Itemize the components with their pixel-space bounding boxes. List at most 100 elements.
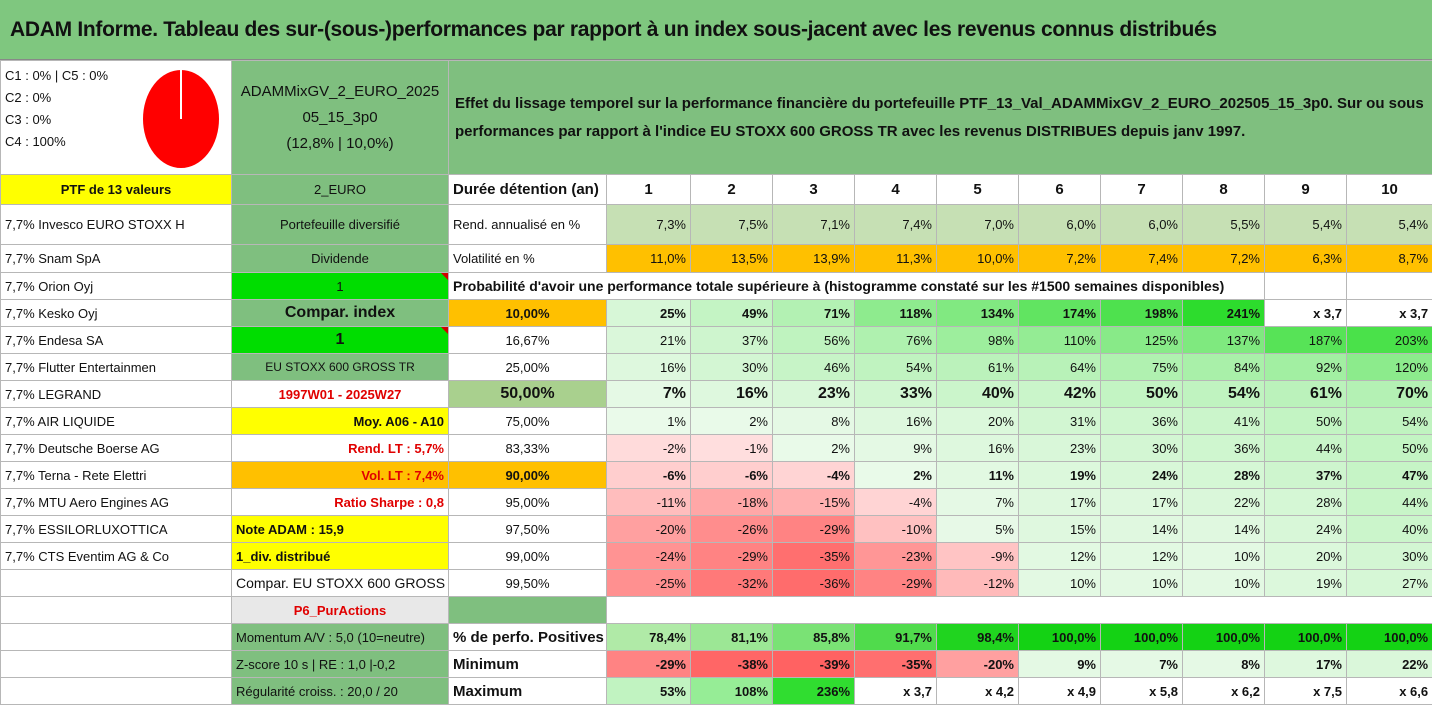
value-cell: 100,0% <box>1182 623 1265 651</box>
value-cell: 92% <box>1264 353 1347 381</box>
year-header: 8 <box>1182 174 1265 205</box>
probability-level: 97,50% <box>448 515 607 543</box>
value-cell: 23% <box>1018 434 1101 462</box>
empty-cell <box>0 596 232 624</box>
value-cell: 75% <box>1100 353 1183 381</box>
value-cell: 70% <box>1345 380 1432 408</box>
moy-label: Moy. A06 - A10 <box>231 407 449 435</box>
empty-cell <box>0 677 232 705</box>
empty-cell <box>0 569 232 597</box>
value-cell: 100,0% <box>1345 623 1432 651</box>
class-line-4: C4 : 100% <box>5 134 66 149</box>
value-cell: 125% <box>1100 326 1183 354</box>
year-header: 5 <box>936 174 1019 205</box>
value-cell: x 7,5 <box>1264 677 1347 705</box>
value-cell: 46% <box>772 353 855 381</box>
year-header: 10 <box>1345 174 1432 205</box>
value-cell: 30% <box>1100 434 1183 462</box>
value-cell: 50% <box>1264 407 1347 435</box>
maximum-label: Maximum <box>448 677 607 705</box>
holding-name: 7,7% Snam SpA <box>0 244 232 273</box>
value-cell: 12% <box>1100 542 1183 570</box>
holding-name: 7,7% Terna - Rete Elettri <box>0 461 232 489</box>
value-cell: 6,0% <box>1018 204 1101 245</box>
value-cell: 64% <box>1018 353 1101 381</box>
value-cell: x 4,9 <box>1018 677 1101 705</box>
table-row: 7,7% Snam SpA Dividende Volatilité en % 11,… <box>0 244 1432 273</box>
value-cell: 17% <box>1018 488 1101 516</box>
value-cell: -6% <box>606 461 691 489</box>
table-row: 7,7% Flutter Entertainmen EU STOXX 600 GR… <box>0 353 1432 381</box>
minimum-label: Minimum <box>448 650 607 678</box>
holding-name: 7,7% MTU Aero Engines AG <box>0 488 232 516</box>
value-cell: 50% <box>1100 380 1183 408</box>
value-cell: 12% <box>1018 542 1101 570</box>
value-cell: -4% <box>854 488 937 516</box>
value-cell: 50% <box>1345 434 1432 462</box>
value-cell: 110% <box>1018 326 1101 354</box>
table-row: Momentum A/V : 5,0 (10=neutre)% de perfo… <box>0 623 1432 651</box>
value-cell: 37% <box>1264 461 1347 489</box>
momentum-label: Momentum A/V : 5,0 (10=neutre) <box>231 623 449 651</box>
value-cell: x 4,2 <box>936 677 1019 705</box>
value-cell: 33% <box>854 380 937 408</box>
table-row: 7,7% Orion Oyj 1 Probabilité d'avoir une p… <box>0 272 1432 300</box>
value-cell: 54% <box>1182 380 1265 408</box>
value-cell: -35% <box>772 542 855 570</box>
dividend-value: 1 <box>231 272 449 300</box>
value-cell: 134% <box>936 299 1019 327</box>
value-cell: 7,3% <box>606 204 691 245</box>
table-row: 7,7% Deutsche Boerse AG Rend. LT : 5,7% 83… <box>0 434 1432 462</box>
value-cell: 7,4% <box>1100 244 1183 273</box>
holding-name: 7,7% Invesco EURO STOXX H <box>0 204 232 245</box>
value-cell: -29% <box>854 569 937 597</box>
fund-summary: ADAMMixGV_2_EURO_202505_15_3p0 (12,8% | … <box>231 60 449 175</box>
value-cell: -4% <box>772 461 855 489</box>
table-row: PTF de 13 valeurs 2_EURO Durée détention (… <box>0 174 1432 205</box>
value-cell: 1% <box>606 407 691 435</box>
table-row: 7,7% Kesko Oyj Compar. index 10,00% 25% 49% 7… <box>0 299 1432 327</box>
value-cell: 16% <box>936 434 1019 462</box>
year-header: 4 <box>854 174 937 205</box>
value-cell: 30% <box>690 353 773 381</box>
holding-name: 7,7% LEGRAND <box>0 380 232 408</box>
value-cell: 9% <box>1018 650 1101 678</box>
value-cell: -11% <box>606 488 691 516</box>
value-cell: 10% <box>1018 569 1101 597</box>
value-cell: -15% <box>772 488 855 516</box>
value-cell: -10% <box>854 515 937 543</box>
value-cell: 91,7% <box>854 623 937 651</box>
table-row: 7,7% CTS Eventim AG & Co 1_div. distribué… <box>0 542 1432 570</box>
table-row: 7,7% Invesco EURO STOXX H Portefeuille di… <box>0 204 1432 245</box>
dividend-label: Dividende <box>231 244 449 273</box>
year-header: 2 <box>690 174 773 205</box>
vol-label: Volatilité en % <box>448 244 607 273</box>
value-cell: 14% <box>1100 515 1183 543</box>
value-cell: 7,0% <box>936 204 1019 245</box>
value-cell: x 3,7 <box>1345 299 1432 327</box>
portfolio-type: Portefeuille diversifié <box>231 204 449 245</box>
table-row: Régularité croiss. : 20,0 / 20 Maximum 53%… <box>0 677 1432 705</box>
value-cell: 100,0% <box>1264 623 1347 651</box>
value-cell: 21% <box>606 326 691 354</box>
value-cell: 16% <box>690 380 773 408</box>
index-name: EU STOXX 600 GROSS TR <box>231 353 449 381</box>
value-cell: 7% <box>936 488 1019 516</box>
value-cell: 100,0% <box>1100 623 1183 651</box>
positives-label: % de perfo. Positives <box>448 623 607 651</box>
value-cell: 2% <box>854 461 937 489</box>
value-cell: 71% <box>772 299 855 327</box>
value-cell: -29% <box>772 515 855 543</box>
value-cell: 27% <box>1345 569 1432 597</box>
value-cell: x 6,2 <box>1182 677 1265 705</box>
probability-level: 99,50% <box>448 569 607 597</box>
table-row: Compar. EU STOXX 600 GROSS TR 99,50% -25% -… <box>0 569 1432 597</box>
empty-cell <box>0 623 232 651</box>
value-cell: 61% <box>1264 380 1347 408</box>
probability-level: 99,00% <box>448 542 607 570</box>
fund-perf: (12,8% | 10,0%) <box>286 134 394 152</box>
value-cell: -20% <box>936 650 1019 678</box>
year-header: 7 <box>1100 174 1183 205</box>
value-cell: 36% <box>1182 434 1265 462</box>
